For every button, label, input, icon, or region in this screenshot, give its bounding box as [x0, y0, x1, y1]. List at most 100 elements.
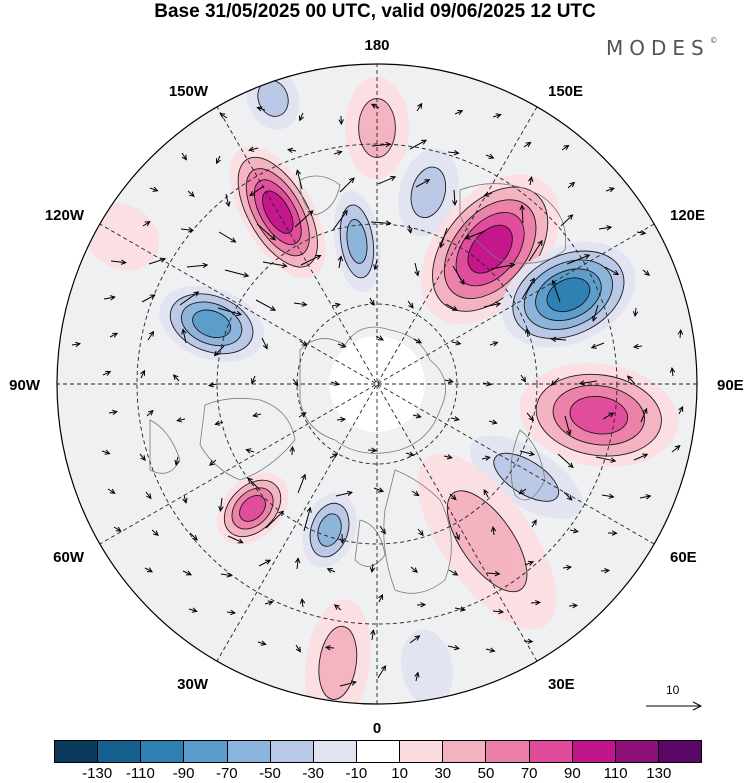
lon-label-30w: 30W — [177, 676, 209, 693]
wind-arrow — [251, 375, 257, 385]
wind-arrow — [482, 381, 492, 387]
wind-arrow — [447, 150, 460, 156]
wind-arrow — [445, 303, 459, 311]
wind-arrow — [337, 342, 347, 348]
wind-arrow — [562, 564, 573, 571]
wind-arrow — [224, 269, 250, 278]
lon-label-60w: 60W — [53, 549, 85, 566]
wind-arrow — [521, 277, 535, 300]
colorbar-tick-label: -130 — [82, 765, 113, 782]
wind-arrow — [255, 299, 277, 311]
lon-label-150e: 150E — [548, 83, 583, 100]
wind-arrow — [213, 345, 225, 357]
colorbar-tick-label: 10 — [391, 765, 408, 782]
wind-arrow — [148, 257, 167, 265]
wind-arrow — [258, 559, 272, 567]
wind-arrow — [405, 451, 415, 457]
coastline — [459, 183, 567, 264]
wind-arrow — [113, 526, 122, 532]
wind-arrow — [108, 409, 118, 416]
wind-arrow — [636, 229, 647, 236]
colorbar-tick-label: -50 — [259, 765, 281, 782]
wind-arrow — [371, 141, 392, 148]
wind-arrow — [605, 187, 615, 193]
wind-arrow — [626, 375, 636, 385]
wind-arrow — [678, 405, 684, 415]
wind-arrow — [485, 153, 495, 159]
wind-arrow — [492, 113, 502, 119]
wind-arrow — [569, 528, 579, 534]
colorbar-segment — [227, 741, 271, 762]
colorbar — [54, 740, 702, 763]
colorbar-tick-label: 110 — [603, 765, 628, 782]
wind-arrow — [416, 602, 427, 608]
colorbar-segment — [270, 741, 314, 762]
anomaly-field — [85, 67, 679, 704]
wind-arrow — [530, 599, 541, 606]
wind-arrow — [528, 176, 534, 186]
wind-arrow — [560, 214, 574, 227]
wind-arrow — [298, 112, 304, 122]
wind-arrow — [518, 488, 527, 495]
wind-arrow — [671, 445, 681, 453]
wind-arrow — [488, 419, 498, 425]
wind-arrow — [249, 185, 265, 197]
wind-arrow — [490, 525, 497, 536]
wind-arrow — [377, 665, 387, 679]
anomaly-blob — [304, 599, 371, 704]
wind-arrow — [600, 568, 611, 574]
wind-arrow — [567, 181, 576, 189]
colorbar-segment — [141, 741, 185, 762]
wind-arrow — [174, 456, 180, 466]
wind-arrow — [367, 447, 378, 453]
lon-label-120e: 120E — [670, 207, 705, 224]
wind-arrow — [409, 139, 428, 150]
wind-arrow — [551, 279, 561, 303]
coastline — [299, 175, 341, 216]
wind-arrow — [289, 445, 295, 456]
lon-label-bottom: 0 — [373, 720, 381, 735]
wind-arrow — [450, 416, 460, 422]
wind-arrow — [444, 378, 454, 384]
wind-arrow — [140, 369, 146, 379]
meridian-line — [99, 223, 655, 545]
wind-arrow — [451, 340, 462, 346]
wind-arrow — [369, 297, 375, 306]
wind-arrow — [452, 189, 458, 207]
wind-arrow — [188, 607, 198, 613]
wind-arrow — [632, 307, 639, 318]
wind-arrow — [607, 530, 618, 536]
wind-arrow — [209, 459, 217, 466]
map-title: Base 31/05/2025 00 UTC, valid 09/06/2025… — [154, 1, 596, 22]
wind-arrow — [417, 528, 424, 537]
wind-arrow — [294, 210, 314, 228]
wind-arrow — [149, 186, 159, 192]
wind-arrow — [454, 109, 464, 115]
wind-arrow — [264, 600, 274, 606]
anomaly-blob — [159, 285, 265, 362]
wind-arrow — [287, 147, 297, 154]
wind-arrow — [219, 113, 228, 119]
wind-arrow — [252, 412, 262, 418]
wind-arrow — [483, 301, 502, 308]
wind-arrow — [519, 204, 525, 224]
wind-arrow — [602, 412, 615, 420]
wind-arrow — [339, 680, 357, 687]
wind-arrow — [189, 532, 198, 541]
colorbar-segment — [572, 741, 616, 762]
wind-arrow — [182, 494, 188, 504]
wind-arrow — [214, 420, 224, 426]
anomaly-blob — [469, 435, 583, 520]
wind-arrow — [639, 494, 652, 500]
wind-arrow — [632, 343, 643, 350]
brand-logo: MODES© — [606, 36, 718, 60]
wind-arrow — [303, 506, 312, 532]
wind-arrow — [369, 563, 376, 574]
wind-arrow — [217, 307, 243, 317]
wind-arrow — [220, 572, 233, 578]
meridian-line — [216, 106, 538, 662]
wind-arrow — [215, 155, 221, 165]
wind-arrow — [448, 569, 459, 576]
wind-arrow — [640, 407, 648, 423]
wind-arrow — [464, 230, 486, 240]
